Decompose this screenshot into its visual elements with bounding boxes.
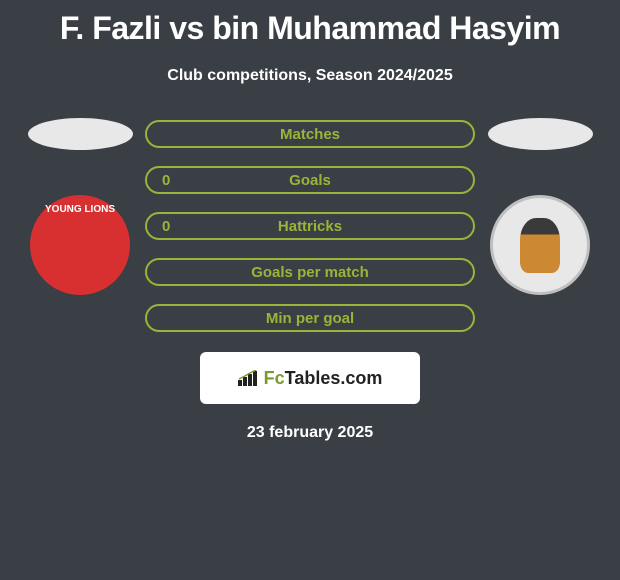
badge-right-icon	[520, 218, 560, 273]
stat-row-goals-per-match: Goals per match	[145, 258, 475, 286]
stat-label: Matches	[280, 126, 340, 143]
player-right-placeholder	[488, 118, 593, 150]
team-badge-left: YOUNG LIONS	[30, 195, 130, 295]
date-text: 23 february 2025	[0, 424, 620, 442]
page-title: F. Fazli vs bin Muhammad Hasyim	[0, 0, 620, 47]
left-column: YOUNG LIONS	[23, 120, 138, 295]
stat-left-value: 0	[162, 172, 170, 189]
logo-box: FcTables.com	[200, 352, 420, 404]
stats-column: Matches 0 Goals 0 Hattricks Goals per ma…	[138, 120, 483, 332]
logo-prefix: FcTables.com	[264, 368, 383, 389]
stat-label: Goals per match	[251, 264, 369, 281]
badge-left-icon	[53, 218, 108, 273]
stat-row-goals: 0 Goals	[145, 166, 475, 194]
logo-text: FcTables.com	[238, 368, 383, 389]
stat-row-min-per-goal: Min per goal	[145, 304, 475, 332]
stat-label: Min per goal	[266, 310, 354, 327]
badge-left-text: YOUNG LIONS	[45, 204, 115, 215]
subtitle: Club competitions, Season 2024/2025	[0, 67, 620, 85]
stats-area: YOUNG LIONS Matches 0 Goals 0 Hattricks …	[0, 120, 620, 332]
player-left-placeholder	[28, 118, 133, 150]
stat-row-matches: Matches	[145, 120, 475, 148]
stat-label: Goals	[289, 172, 331, 189]
infographic-container: F. Fazli vs bin Muhammad Hasyim Club com…	[0, 0, 620, 580]
stat-left-value: 0	[162, 218, 170, 235]
team-badge-right	[490, 195, 590, 295]
chart-icon	[238, 370, 260, 386]
right-column	[483, 120, 598, 295]
stat-row-hattricks: 0 Hattricks	[145, 212, 475, 240]
stat-label: Hattricks	[278, 218, 342, 235]
